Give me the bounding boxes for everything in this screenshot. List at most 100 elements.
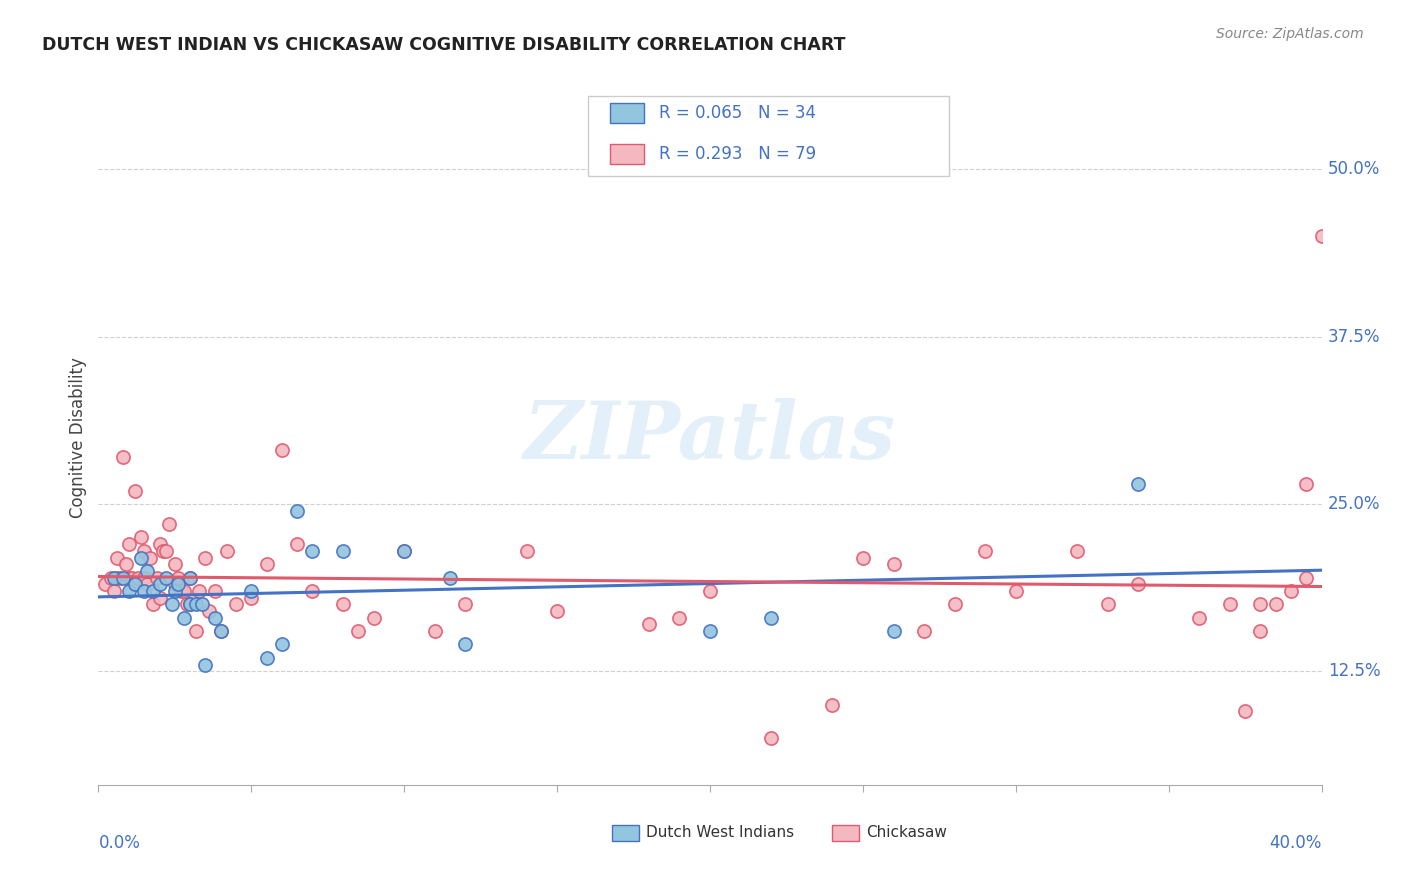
Point <box>103 571 125 585</box>
Point <box>256 651 278 665</box>
Point <box>285 503 308 517</box>
Point <box>225 598 247 612</box>
Point <box>129 530 152 544</box>
Point <box>118 537 141 551</box>
Point <box>668 610 690 624</box>
Point <box>1249 624 1271 639</box>
Point <box>347 624 370 639</box>
Point <box>103 583 125 598</box>
FancyBboxPatch shape <box>588 96 949 177</box>
Point <box>270 637 292 651</box>
Point <box>157 517 180 532</box>
Point <box>1066 543 1088 558</box>
Point <box>163 577 186 591</box>
Point <box>197 604 219 618</box>
Point <box>637 617 661 632</box>
Point <box>285 537 308 551</box>
Point <box>439 571 461 585</box>
Point <box>301 583 323 598</box>
Point <box>1234 705 1257 719</box>
Point <box>108 571 131 585</box>
Text: R = 0.065   N = 34: R = 0.065 N = 34 <box>658 103 815 122</box>
Point <box>1128 476 1150 491</box>
Point <box>1249 598 1271 612</box>
Point <box>699 583 721 598</box>
Point <box>1219 598 1241 612</box>
Point <box>155 571 177 585</box>
Text: 25.0%: 25.0% <box>1327 495 1381 513</box>
Point <box>129 550 152 565</box>
Point <box>118 583 141 598</box>
Point <box>516 543 538 558</box>
Point <box>152 543 174 558</box>
Point <box>852 550 875 565</box>
Point <box>1295 476 1317 491</box>
Point <box>194 550 217 565</box>
Point <box>124 577 146 591</box>
Point <box>423 624 446 639</box>
Text: 12.5%: 12.5% <box>1327 662 1381 681</box>
Bar <box>610 145 644 163</box>
Point <box>145 571 167 585</box>
Point <box>332 543 354 558</box>
Bar <box>612 825 640 840</box>
Point <box>179 598 201 612</box>
Point <box>134 543 156 558</box>
Point <box>179 598 201 612</box>
Point <box>149 591 172 605</box>
Point <box>194 657 217 672</box>
Text: 37.5%: 37.5% <box>1327 327 1381 346</box>
Point <box>170 583 193 598</box>
Point <box>115 557 138 572</box>
Point <box>759 610 782 624</box>
Point <box>209 624 232 639</box>
Point <box>163 583 186 598</box>
Point <box>118 571 141 585</box>
Point <box>1279 583 1302 598</box>
Point <box>167 577 190 591</box>
Text: Dutch West Indians: Dutch West Indians <box>647 825 794 840</box>
Point <box>240 591 263 605</box>
Point <box>256 557 278 572</box>
Point <box>179 571 201 585</box>
Point <box>240 583 263 598</box>
Point <box>392 543 416 558</box>
Point <box>142 598 165 612</box>
Point <box>100 571 122 585</box>
Point <box>163 557 186 572</box>
Point <box>1295 571 1317 585</box>
Point <box>124 483 146 498</box>
Point <box>821 698 844 712</box>
Text: 0.0%: 0.0% <box>98 834 141 852</box>
Point <box>204 610 226 624</box>
Point <box>176 598 198 612</box>
Point <box>454 598 477 612</box>
Text: ZIPatlas: ZIPatlas <box>524 399 896 475</box>
Point <box>134 571 156 585</box>
Point <box>883 557 905 572</box>
Point <box>699 624 721 639</box>
Point <box>1128 577 1150 591</box>
Point <box>1264 598 1286 612</box>
Point <box>149 577 172 591</box>
Point <box>121 571 143 585</box>
Point <box>186 624 208 639</box>
Point <box>173 583 195 598</box>
Point <box>546 604 568 618</box>
Point <box>270 443 292 458</box>
Point <box>111 450 134 465</box>
Point <box>1004 583 1026 598</box>
Point <box>883 624 905 639</box>
Text: Chickasaw: Chickasaw <box>866 825 948 840</box>
Text: R = 0.293   N = 79: R = 0.293 N = 79 <box>658 145 815 163</box>
Point <box>111 571 134 585</box>
Point <box>127 571 149 585</box>
Point <box>1188 610 1211 624</box>
Point <box>155 543 177 558</box>
Point <box>134 583 156 598</box>
Bar <box>610 103 644 122</box>
Point <box>139 550 162 565</box>
Point <box>454 637 477 651</box>
Point <box>93 577 115 591</box>
Point <box>136 577 159 591</box>
